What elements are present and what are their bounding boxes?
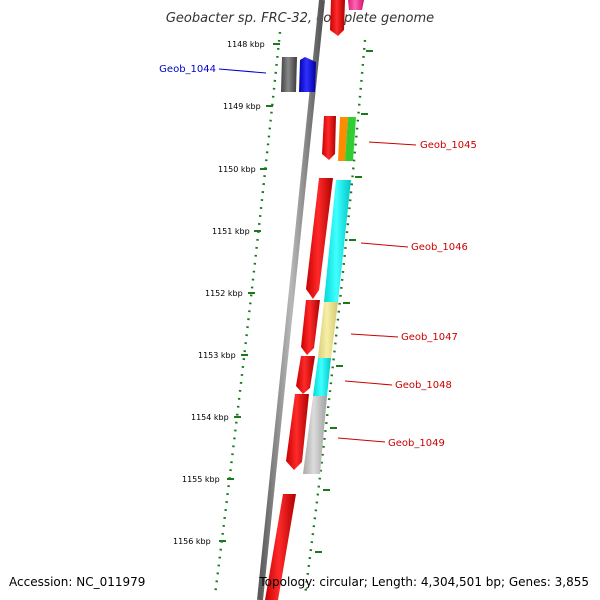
scale-arc-left — [213, 31, 282, 596]
gene-feature-gray[interactable] — [303, 396, 327, 474]
leader-line — [218, 68, 267, 74]
tick-label: 1154 kbp — [191, 413, 229, 422]
gene-feature-cyan[interactable] — [324, 180, 351, 302]
cds-feature[interactable] — [296, 356, 315, 394]
gene-feature-cyan[interactable] — [313, 358, 331, 396]
misc-feature[interactable] — [348, 0, 364, 10]
cds-feature[interactable] — [301, 300, 320, 355]
gene-feature-blue[interactable] — [299, 57, 316, 92]
gene-labels: Geob_1044 Geob_1045 Geob_1046 Geob_1047 … — [159, 64, 477, 449]
reverse-strand-features — [265, 0, 345, 600]
leader-line — [360, 242, 409, 248]
tick-label: 1152 kbp — [205, 289, 243, 298]
gene-label-geob-1044[interactable]: Geob_1044 — [159, 64, 216, 75]
accession-text: Accession: NC_011979 — [9, 575, 145, 589]
tick-label: 1149 kbp — [223, 102, 261, 111]
leader-line — [337, 437, 386, 443]
gene-feature-orange[interactable] — [338, 117, 348, 161]
cds-feature[interactable] — [265, 494, 296, 600]
cds-feature[interactable] — [322, 116, 336, 160]
tick-label: 1153 kbp — [198, 351, 236, 360]
gene-label-geob-1046[interactable]: Geob_1046 — [411, 242, 468, 253]
forward-strand-features — [281, 0, 364, 474]
leader-line — [350, 333, 399, 338]
leader-line — [368, 141, 417, 146]
tick-label: 1155 kbp — [182, 475, 220, 484]
gene-feature-green[interactable] — [345, 117, 356, 161]
cds-feature[interactable] — [306, 178, 333, 299]
leader-line — [344, 380, 393, 386]
scale-ticks — [219, 43, 373, 553]
tick-label: 1156 kbp — [173, 537, 211, 546]
gene-label-geob-1047[interactable]: Geob_1047 — [401, 332, 458, 343]
scale-arc-right — [303, 39, 367, 596]
gene-label-geob-1049[interactable]: Geob_1049 — [388, 438, 445, 449]
tick-label: 1150 kbp — [218, 165, 256, 174]
gene-label-geob-1045[interactable]: Geob_1045 — [420, 140, 477, 151]
map-title: Geobacter sp. FRC-32, complete genome — [166, 11, 434, 26]
tick-label: 1151 kbp — [212, 227, 250, 236]
gene-feature-khaki[interactable] — [318, 302, 338, 358]
cds-feature[interactable] — [330, 0, 345, 36]
genome-summary-text: Topology: circular; Length: 4,304,501 bp… — [258, 575, 589, 589]
cds-feature[interactable] — [286, 394, 309, 470]
gene-label-geob-1048[interactable]: Geob_1048 — [395, 380, 452, 391]
gene-feature-gray[interactable] — [281, 57, 297, 92]
tick-label: 1148 kbp — [227, 40, 265, 49]
scale-tick-labels: 1148 kbp 1149 kbp 1150 kbp 1151 kbp 1152… — [173, 40, 265, 546]
